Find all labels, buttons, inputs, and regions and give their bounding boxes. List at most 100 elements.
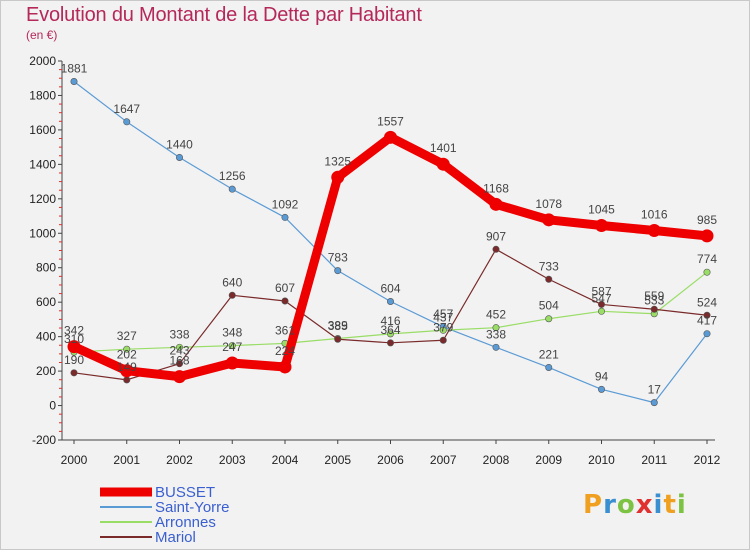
data-point-saint-yorre — [281, 213, 289, 221]
data-point-busset — [120, 364, 134, 378]
data-label-mariol: 190 — [64, 353, 84, 367]
data-label-arronnes: 774 — [697, 252, 717, 266]
data-point-mariol — [70, 369, 78, 377]
data-point-mariol — [545, 275, 553, 283]
legend-label-arronnes: Arronnes — [155, 514, 216, 531]
y-tick-label: 400 — [36, 330, 56, 344]
y-tick-label: -200 — [32, 433, 56, 447]
logo-letter: i — [653, 490, 664, 520]
data-label-saint-yorre: 1092 — [272, 197, 299, 211]
data-label-saint-yorre: 1256 — [219, 169, 246, 183]
x-tick-label: 2001 — [113, 453, 140, 467]
data-point-arronnes — [597, 307, 605, 315]
data-point-busset — [384, 130, 397, 144]
data-point-arronnes — [123, 345, 131, 353]
data-point-saint-yorre — [176, 153, 184, 161]
data-point-saint-yorre — [334, 267, 342, 275]
data-label-mariol: 607 — [275, 281, 295, 295]
data-label-mariol: 243 — [169, 344, 189, 358]
data-label-mariol: 364 — [380, 323, 400, 337]
axes: -200 0 200 400 600 800 1000 1200 1400 1600 1800 200… — [29, 54, 720, 467]
data-label-mariol: 559 — [644, 289, 664, 303]
data-point-busset — [331, 170, 345, 184]
x-tick-label: 2000 — [61, 453, 88, 467]
data-label-saint-yorre: 417 — [697, 314, 717, 328]
data-point-saint-yorre — [70, 78, 78, 86]
data-label-busset: 1016 — [641, 208, 668, 222]
data-label-busset: 1325 — [324, 154, 351, 168]
data-point-busset — [595, 219, 608, 233]
data-point-saint-yorre — [123, 118, 131, 126]
y-tick-label: 1400 — [29, 157, 56, 171]
data-point-busset — [542, 213, 556, 227]
logo-letter: r — [603, 490, 617, 520]
x-tick-label: 2003 — [219, 453, 246, 467]
data-label-mariol: 524 — [697, 295, 717, 309]
data-point-mariol — [703, 311, 711, 319]
chart-unit: (en €) — [26, 28, 58, 42]
data-label-busset: 1045 — [588, 203, 615, 217]
data-point-mariol — [597, 300, 605, 308]
data-label-mariol: 733 — [539, 259, 559, 273]
data-label-saint-yorre: 338 — [486, 327, 506, 341]
data-label-busset: 1557 — [377, 114, 404, 128]
data-label-mariol: 907 — [486, 229, 506, 243]
logo-letter: P — [583, 490, 604, 520]
data-point-arronnes — [176, 343, 184, 351]
x-tick-label: 2009 — [535, 453, 562, 467]
data-label-mariol: 640 — [222, 275, 242, 289]
data-point-arronnes — [545, 315, 553, 323]
data-point-mariol — [439, 336, 447, 344]
data-label-saint-yorre: 1440 — [166, 137, 193, 151]
x-tick-label: 2008 — [483, 453, 510, 467]
legend-label-busset: BUSSET — [155, 484, 215, 501]
y-tick-label: 0 — [49, 399, 56, 413]
data-label-arronnes: 533 — [644, 294, 664, 308]
series-layer — [67, 78, 714, 407]
logo-letter: o — [616, 490, 636, 520]
data-point-saint-yorre — [703, 330, 711, 338]
data-label-saint-yorre: 1881 — [61, 62, 88, 76]
data-point-saint-yorre — [492, 343, 500, 351]
data-point-mariol — [176, 360, 184, 368]
y-tick-label: 2000 — [29, 54, 56, 68]
chart-title: Evolution du Montant de la Dette par Hab… — [26, 4, 422, 26]
data-label-arronnes: 452 — [486, 308, 506, 322]
data-label-arronnes: 389 — [328, 319, 348, 333]
data-label-busset: 342 — [64, 324, 84, 338]
data-point-busset — [278, 360, 292, 374]
data-label-arronnes: 338 — [169, 327, 189, 341]
data-label-busset: 1078 — [535, 197, 562, 211]
data-label-arronnes: 437 — [433, 310, 453, 324]
data-label-mariol: 587 — [591, 284, 611, 298]
data-label-busset: 224 — [275, 344, 295, 358]
data-label-arronnes: 547 — [591, 291, 611, 305]
data-point-busset — [700, 229, 714, 243]
proxiti-logo: Proxiti — [583, 490, 687, 520]
data-label-busset: 1401 — [430, 141, 457, 155]
data-point-arronnes — [703, 268, 711, 276]
data-point-arronnes — [386, 330, 394, 338]
x-tick-label: 2006 — [377, 453, 404, 467]
data-point-mariol — [492, 245, 500, 253]
y-tick-label: 1200 — [29, 192, 56, 206]
data-label-busset: 168 — [169, 354, 189, 368]
data-point-arronnes — [492, 324, 500, 332]
data-point-busset — [225, 356, 239, 370]
data-label-saint-yorre: 783 — [328, 251, 348, 265]
data-label-saint-yorre: 604 — [380, 281, 400, 295]
data-label-mariol: 385 — [328, 319, 348, 333]
data-label-arronnes: 348 — [222, 326, 242, 340]
data-label-arronnes: 504 — [539, 299, 559, 313]
data-point-busset — [647, 224, 661, 238]
y-tick-label: 800 — [36, 261, 56, 275]
x-tick-label: 2011 — [641, 453, 667, 467]
y-tick-label: 1600 — [29, 123, 56, 137]
data-label-arronnes: 327 — [117, 329, 137, 343]
data-point-saint-yorre — [650, 399, 658, 407]
data-label-arronnes: 361 — [275, 323, 295, 337]
data-label-saint-yorre: 94 — [595, 369, 609, 383]
